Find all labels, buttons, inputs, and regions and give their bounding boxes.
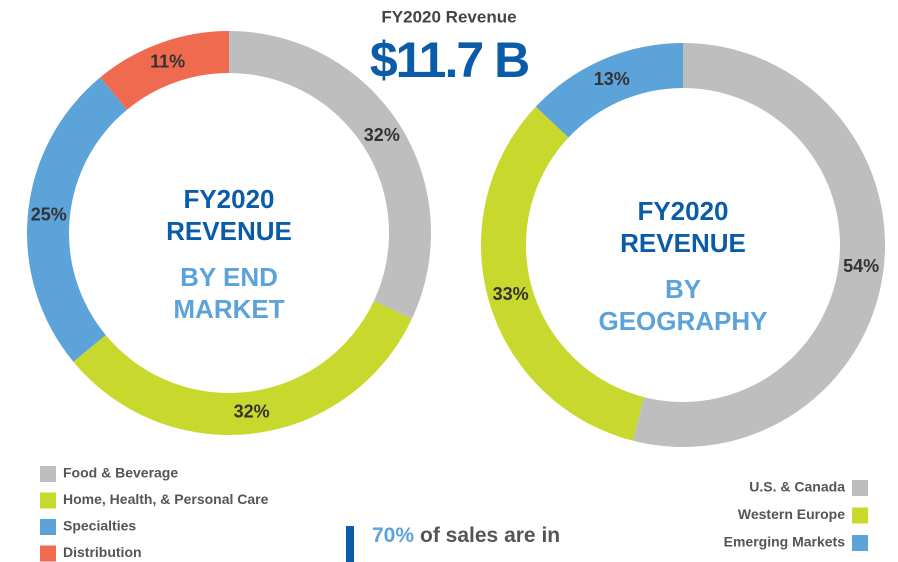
- footer-note: of sales are in: [420, 524, 560, 547]
- center-subtitle: GEOGRAPHY: [598, 306, 767, 336]
- legend-label: Food & Beverage: [63, 465, 178, 481]
- center-subtitle: BY: [665, 274, 701, 304]
- donut-segment: [481, 106, 644, 441]
- legend-swatch: [852, 507, 868, 524]
- donut-segment: [100, 31, 229, 110]
- footer-bar: [346, 526, 354, 562]
- header-title: FY2020 Revenue: [381, 7, 516, 26]
- donut-segment: [229, 31, 431, 320]
- legend-swatch: [852, 535, 868, 551]
- data-label: 33%: [493, 284, 529, 304]
- data-label: 32%: [234, 401, 270, 421]
- legend-swatch: [40, 466, 56, 482]
- legend-label: Distribution: [63, 544, 142, 560]
- legend-swatch: [852, 480, 868, 496]
- data-label: 32%: [364, 125, 400, 145]
- footer-text: 70% of sales are in: [372, 524, 560, 547]
- data-label: 11%: [150, 51, 185, 71]
- donut-segment: [632, 43, 885, 447]
- data-label: 25%: [31, 205, 67, 225]
- legend-label: Western Europe: [738, 506, 845, 522]
- center-title: REVENUE: [620, 228, 746, 258]
- center-title: FY2020: [183, 184, 274, 214]
- legend-label: Home, Health, & Personal Care: [63, 491, 269, 507]
- center-title: FY2020: [637, 196, 728, 226]
- center-subtitle: BY END: [180, 262, 278, 292]
- legend-label: Specialties: [63, 518, 136, 534]
- center-title: REVENUE: [166, 216, 292, 246]
- legend-swatch: [40, 492, 56, 509]
- legend-label: U.S. & Canada: [749, 479, 845, 495]
- data-label: 13%: [594, 69, 630, 89]
- legend-swatch: [40, 545, 56, 562]
- donut-segment: [535, 43, 683, 138]
- donut-segment: [27, 77, 128, 362]
- data-label: 54%: [843, 256, 879, 276]
- donut-segment: [73, 301, 412, 435]
- legend-label: Emerging Markets: [724, 534, 846, 550]
- center-subtitle: MARKET: [173, 294, 284, 324]
- legend-swatch: [40, 519, 56, 535]
- footer-highlight: 70%: [372, 524, 414, 547]
- header-total: $11.7 B: [370, 32, 528, 88]
